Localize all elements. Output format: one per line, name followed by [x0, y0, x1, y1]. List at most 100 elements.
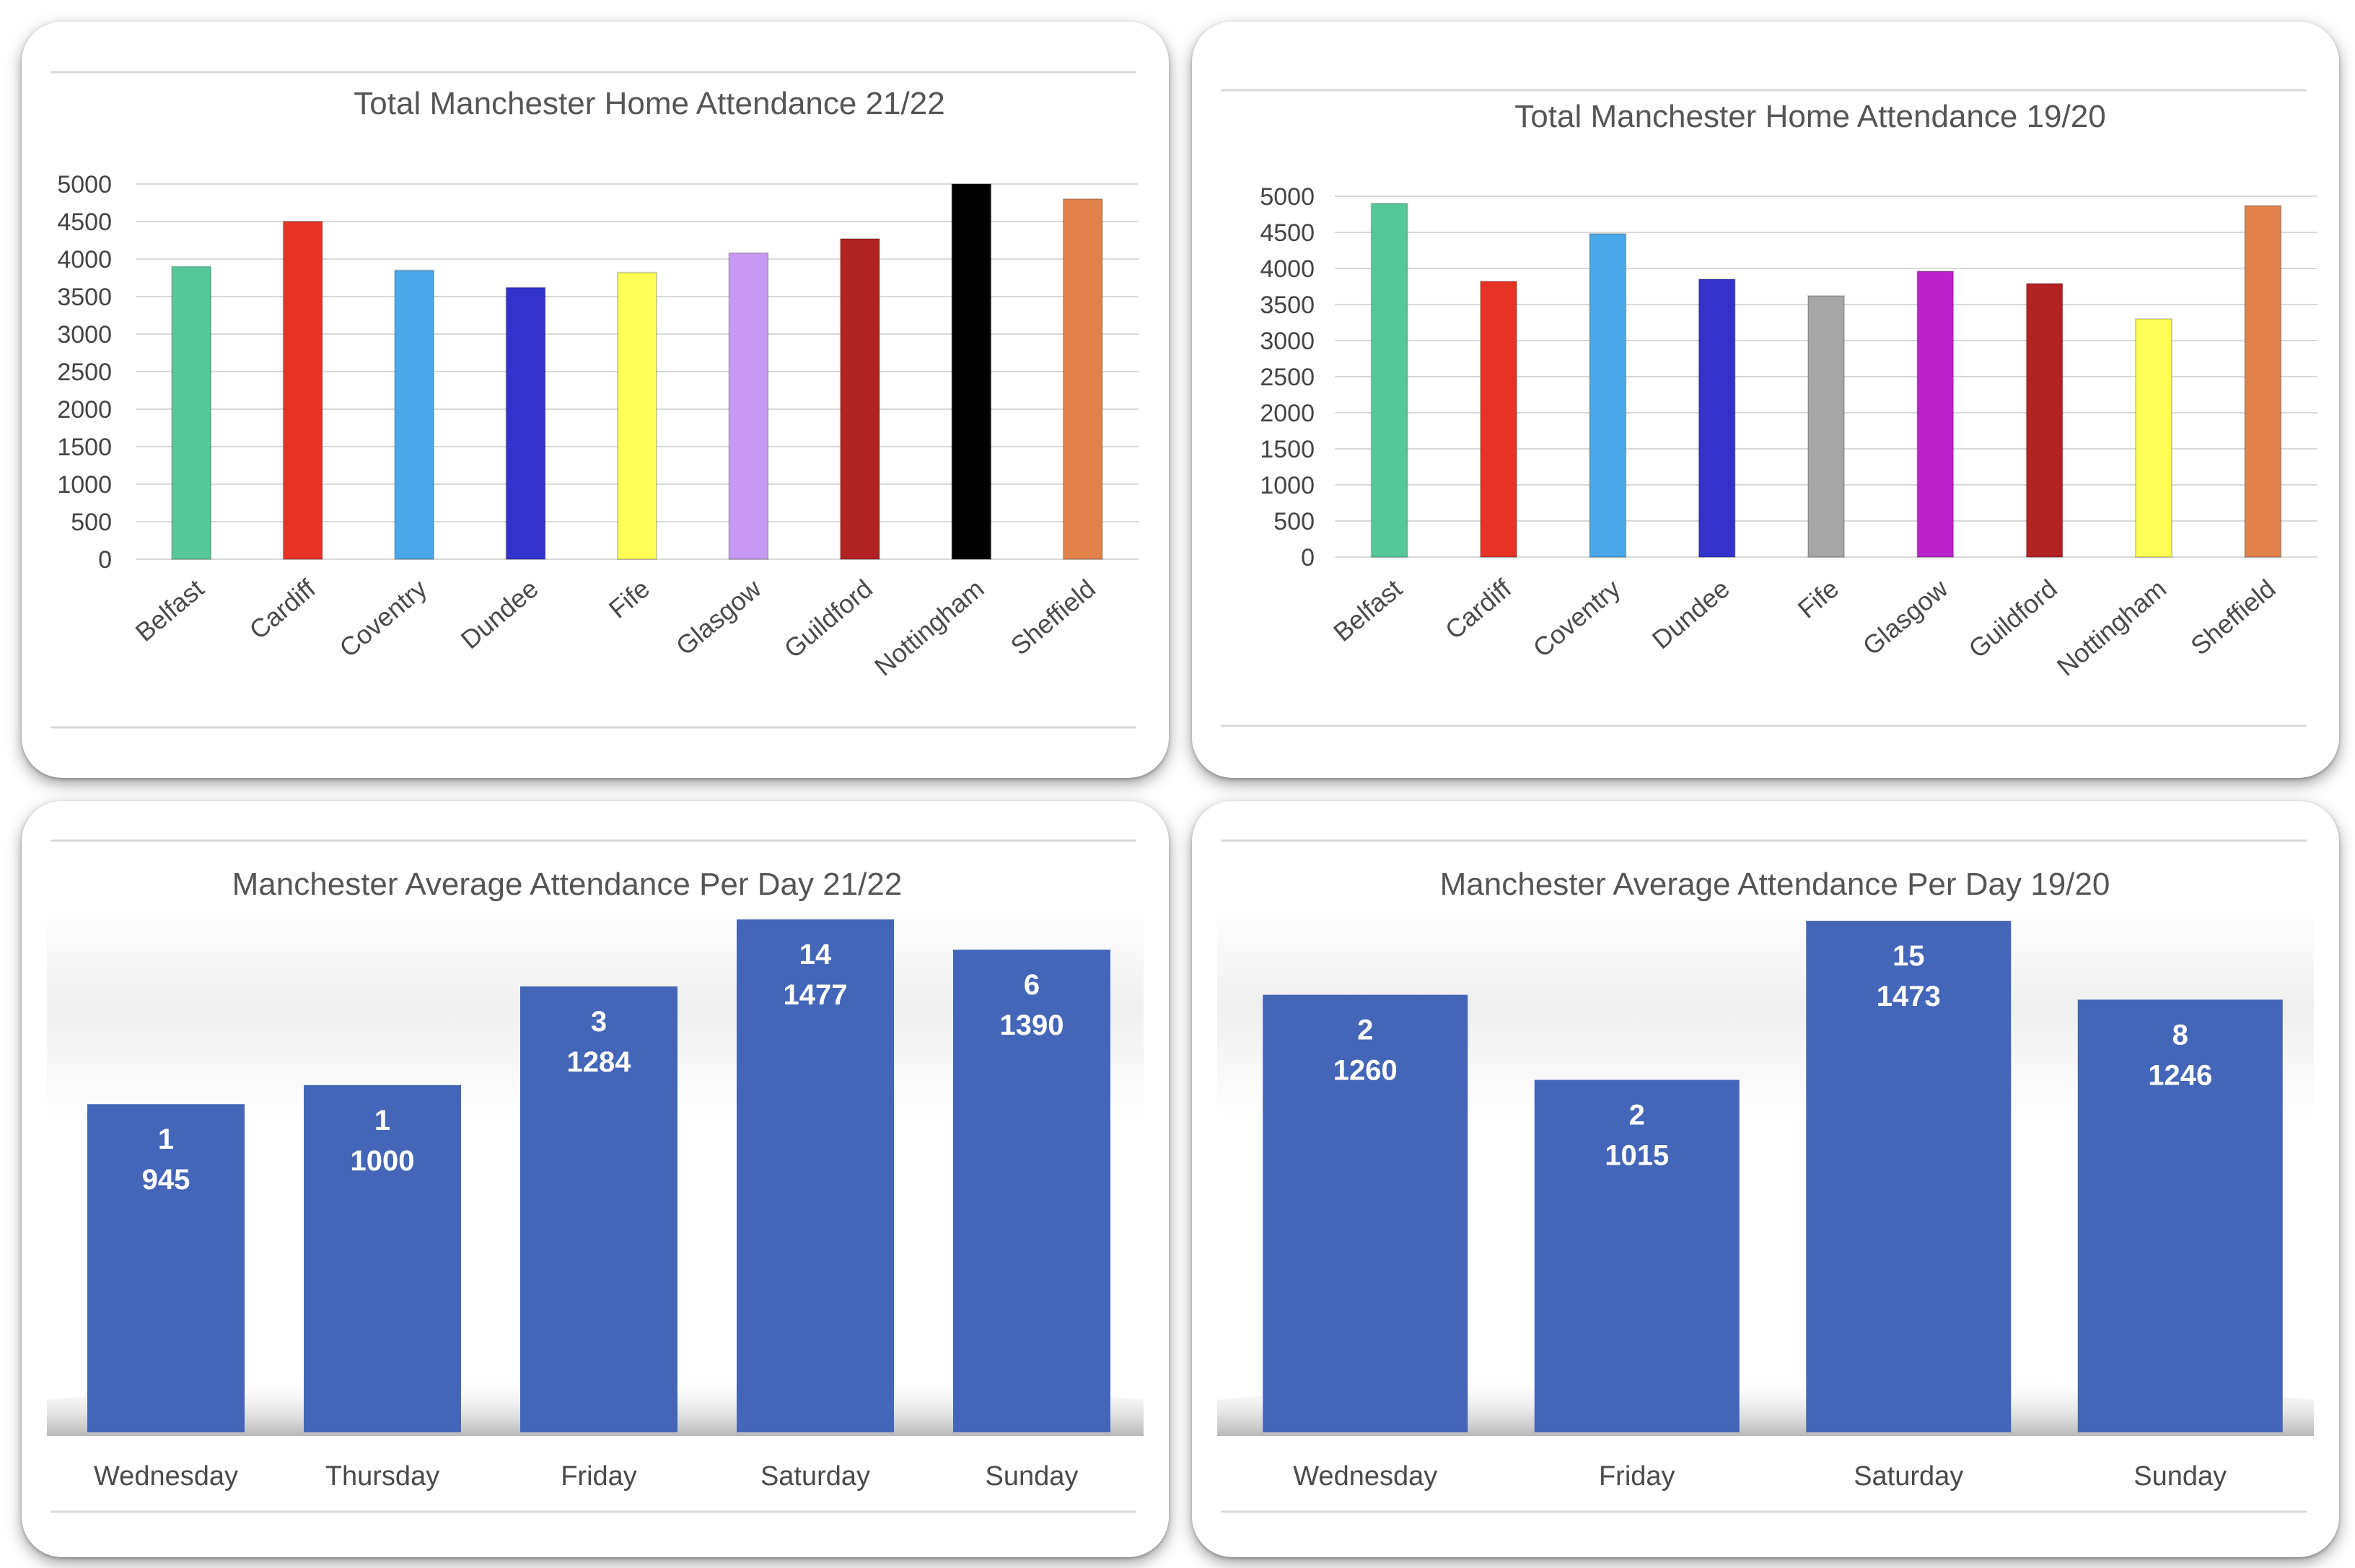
bar-coventry [394, 269, 435, 560]
bar-sheffield [1062, 198, 1103, 561]
x-category-label: Nottingham [2051, 574, 2172, 682]
data-label-attendance: 1473 [1877, 981, 1941, 1012]
data-label-games: 6 [1024, 969, 1040, 1001]
y-tick-label: 1000 [57, 471, 112, 499]
x-category-label: Fife [603, 574, 655, 624]
y-tick-label: 4500 [57, 209, 112, 236]
data-label-attendance: 1284 [567, 1046, 632, 1078]
bar-friday [1534, 1079, 1740, 1432]
data-label-games: 1 [374, 1105, 390, 1136]
bar-fife [1807, 295, 1845, 558]
bar-cardiff [282, 221, 323, 560]
chart-panel-per-day-19-20: Manchester Average Attendance Per Day 19… [1192, 801, 2339, 1557]
y-tick-label: 5000 [1260, 183, 1315, 211]
bar-saturday [1806, 921, 2012, 1432]
data-label-attendance: 1246 [2148, 1059, 2212, 1091]
data-label-games: 14 [799, 939, 832, 971]
y-tick-label: 2500 [1260, 364, 1315, 391]
data-label-games: 8 [2172, 1019, 2188, 1051]
bar-saturday [737, 919, 894, 1432]
bar-sheffield [2244, 205, 2282, 558]
bar-dundee [505, 286, 546, 560]
bar-chart-per-day-21-22: Manchester Average Attendance Per Day 21… [47, 839, 1144, 1513]
y-tick-label: 4000 [1260, 255, 1315, 283]
bar-cardiff [1480, 281, 1517, 558]
bar-chart-attendance-19-20: Total Manchester Home Attendance 19/20 0… [1221, 89, 2317, 727]
bar-guildford [2025, 283, 2064, 558]
y-tick-label: 2500 [57, 359, 112, 386]
x-category-label: Wednesday [94, 1461, 238, 1492]
bar-glasgow [1916, 271, 1955, 558]
x-category-label: Dundee [455, 574, 544, 654]
data-label-attendance: 1000 [351, 1145, 415, 1177]
y-tick-label: 5000 [57, 171, 112, 198]
bar-sunday [2077, 999, 2283, 1432]
x-category-label: Friday [1599, 1461, 1675, 1492]
bar-guildford [839, 237, 880, 560]
bar-sunday [953, 950, 1110, 1432]
data-label-attendance: 1015 [1605, 1140, 1669, 1172]
x-category-label: Guildford [779, 574, 878, 664]
y-tick-label: 1500 [1260, 436, 1315, 463]
x-category-label: Glasgow [670, 573, 767, 661]
x-category-label: Saturday [760, 1461, 870, 1492]
chart-title: Manchester Average Attendance Per Day 21… [232, 867, 903, 902]
y-tick-label: 0 [98, 546, 112, 574]
x-category-label: Saturday [1854, 1461, 1963, 1492]
x-category-label: Sheffield [2185, 574, 2281, 661]
bar-coventry [1589, 233, 1627, 558]
chart-panel-attendance-21-22: Total Manchester Home Attendance 21/22 0… [22, 22, 1169, 778]
y-tick-label: 4500 [1260, 219, 1315, 247]
y-tick-label: 3500 [57, 284, 112, 311]
x-category-label: Sunday [2133, 1461, 2227, 1492]
bar-wednesday [1263, 994, 1468, 1432]
chart-panel-attendance-19-20: Total Manchester Home Attendance 19/20 0… [1192, 22, 2339, 778]
bar-wednesday [87, 1104, 245, 1432]
chart-title: Total Manchester Home Attendance 21/22 [354, 86, 944, 121]
bar-friday [520, 986, 677, 1432]
data-label-games: 15 [1893, 940, 1925, 972]
chart-panel-per-day-21-22: Manchester Average Attendance Per Day 21… [22, 801, 1169, 1557]
bar-nottingham [2135, 318, 2172, 558]
bar-chart-attendance-21-22: Total Manchester Home Attendance 21/22 0… [51, 71, 1139, 729]
x-category-label: Sheffield [1005, 574, 1101, 661]
x-category-label: Coventry [1527, 574, 1626, 663]
chart-title: Total Manchester Home Attendance 19/20 [1514, 99, 2105, 134]
x-category-label: Cardiff [244, 573, 322, 645]
bar-fife [617, 271, 657, 560]
bar-dundee [1698, 279, 1736, 558]
y-tick-label: 1000 [1260, 472, 1315, 499]
y-tick-label: 3000 [1260, 328, 1315, 355]
x-category-label: Belfast [130, 574, 210, 647]
x-category-label: Nottingham [869, 574, 989, 682]
data-label-attendance: 1390 [1000, 1009, 1064, 1041]
x-category-label: Belfast [1328, 574, 1408, 647]
bar-belfast [171, 266, 212, 560]
x-category-label: Friday [561, 1461, 637, 1492]
bar-thursday [304, 1085, 461, 1432]
x-category-label: Wednesday [1293, 1461, 1437, 1492]
data-label-attendance: 945 [142, 1164, 190, 1196]
bar-belfast [1370, 203, 1408, 558]
y-tick-label: 1500 [57, 434, 112, 461]
x-category-label: Dundee [1646, 574, 1735, 654]
x-category-label: Sunday [986, 1461, 1079, 1492]
x-category-label: Coventry [334, 574, 433, 663]
data-label-games: 2 [1357, 1015, 1373, 1046]
bar-glasgow [728, 252, 769, 560]
y-tick-label: 2000 [57, 396, 112, 424]
y-tick-label: 500 [1273, 508, 1315, 535]
data-label-attendance: 1260 [1333, 1055, 1398, 1087]
y-tick-label: 500 [71, 509, 112, 536]
chart-title: Manchester Average Attendance Per Day 19… [1440, 867, 2110, 902]
x-category-label: Glasgow [1857, 573, 1954, 661]
data-label-games: 1 [158, 1124, 174, 1155]
y-tick-label: 4000 [57, 246, 112, 273]
bar-chart-per-day-19-20: Manchester Average Attendance Per Day 19… [1217, 839, 2314, 1513]
x-category-label: Cardiff [1439, 573, 1517, 645]
data-label-games: 2 [1629, 1100, 1645, 1131]
data-label-attendance: 1477 [784, 979, 848, 1011]
y-tick-label: 0 [1301, 544, 1315, 571]
y-tick-label: 3500 [1260, 292, 1315, 319]
x-category-label: Fife [1792, 574, 1844, 624]
